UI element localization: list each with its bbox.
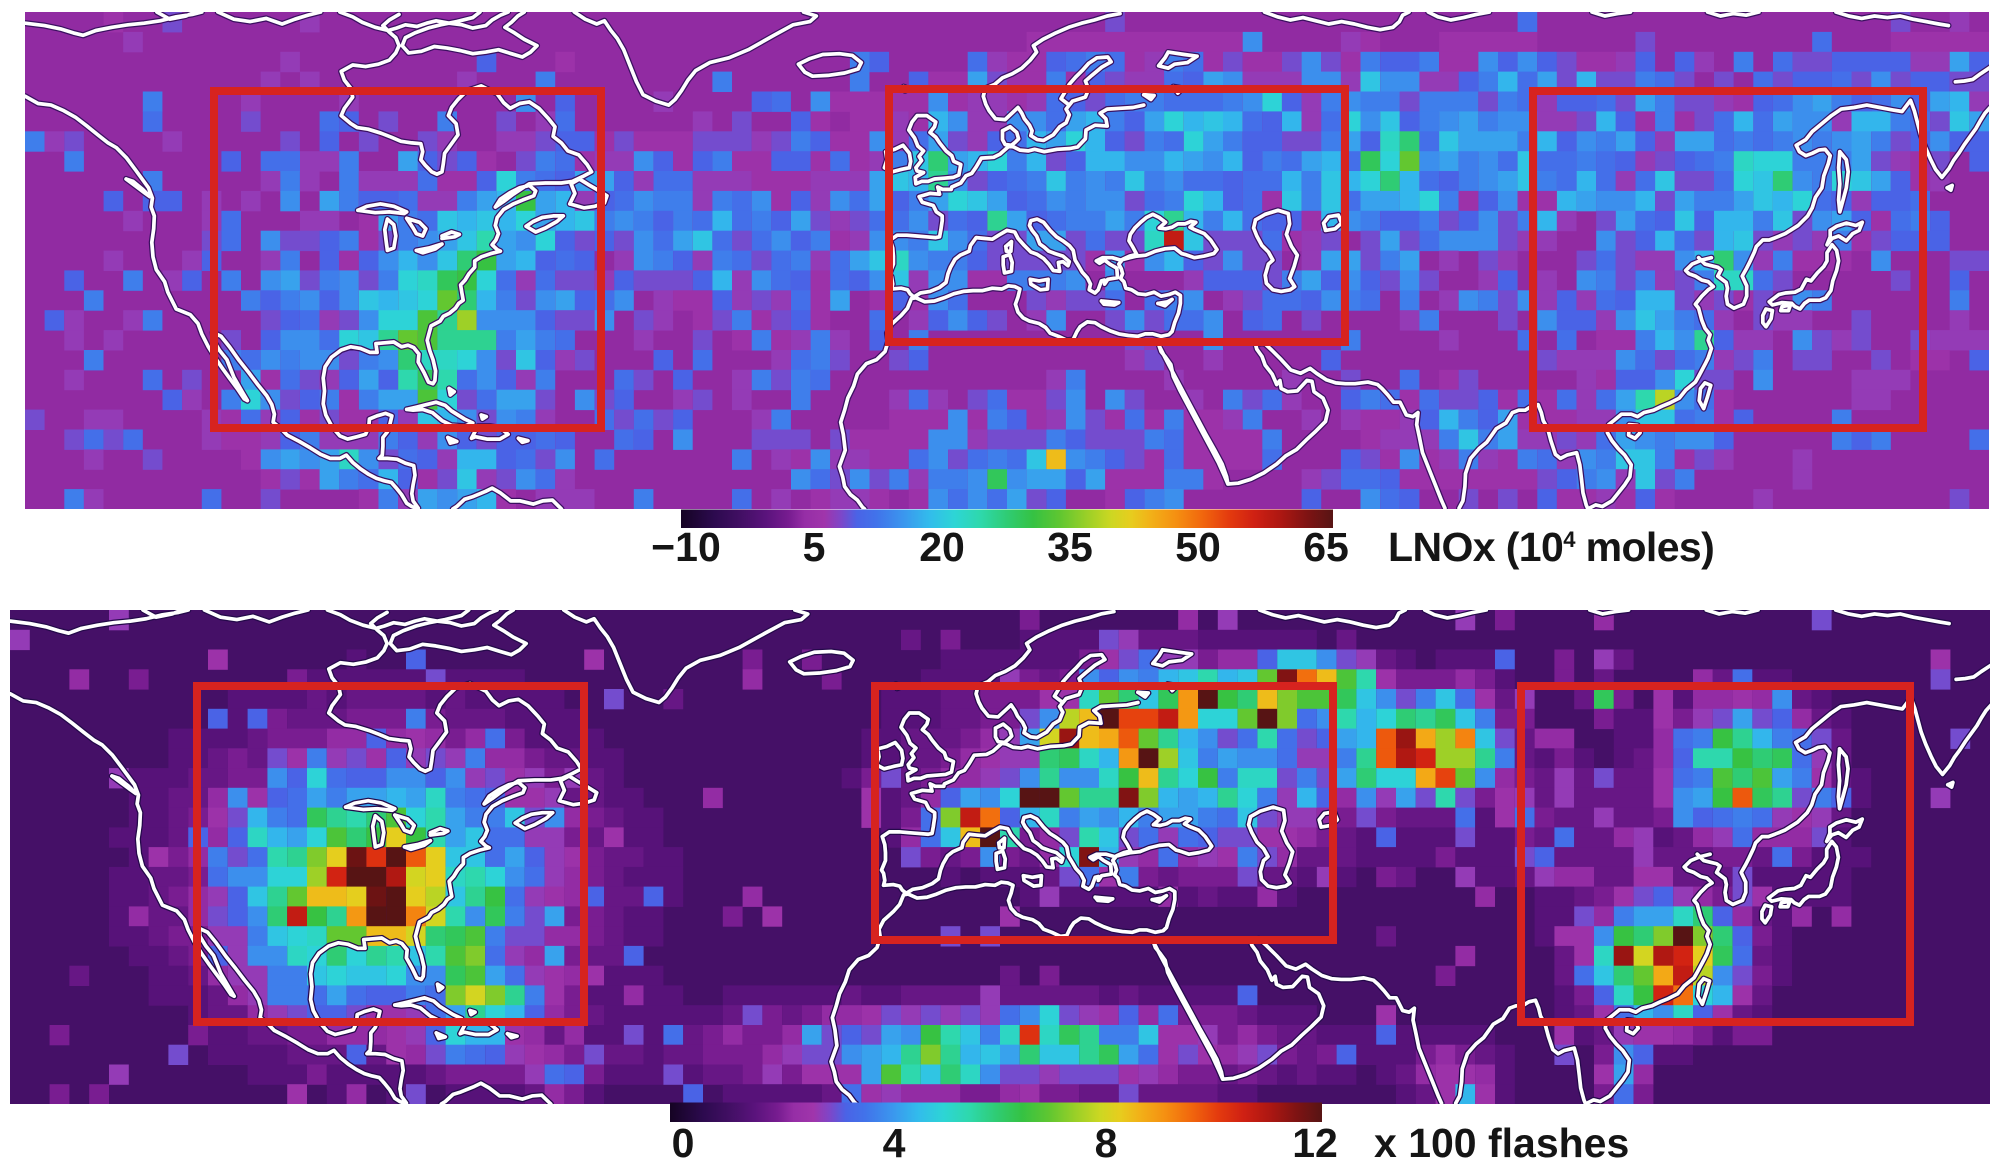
svg-text:12: 12	[1292, 1120, 1338, 1162]
svg-text:4: 4	[883, 1120, 906, 1162]
svg-text:x 100 flashes: x 100 flashes	[1374, 1120, 1629, 1162]
svg-text:65: 65	[1303, 524, 1349, 570]
svg-text:35: 35	[1047, 524, 1093, 570]
svg-text:LNOx (104 moles): LNOx (104 moles)	[1388, 524, 1714, 570]
svg-text:50: 50	[1175, 524, 1221, 570]
svg-text:8: 8	[1095, 1120, 1118, 1162]
svg-text:0: 0	[672, 1120, 695, 1162]
svg-text:20: 20	[919, 524, 965, 570]
svg-text:−10: −10	[651, 524, 721, 570]
svg-text:5: 5	[803, 524, 826, 570]
